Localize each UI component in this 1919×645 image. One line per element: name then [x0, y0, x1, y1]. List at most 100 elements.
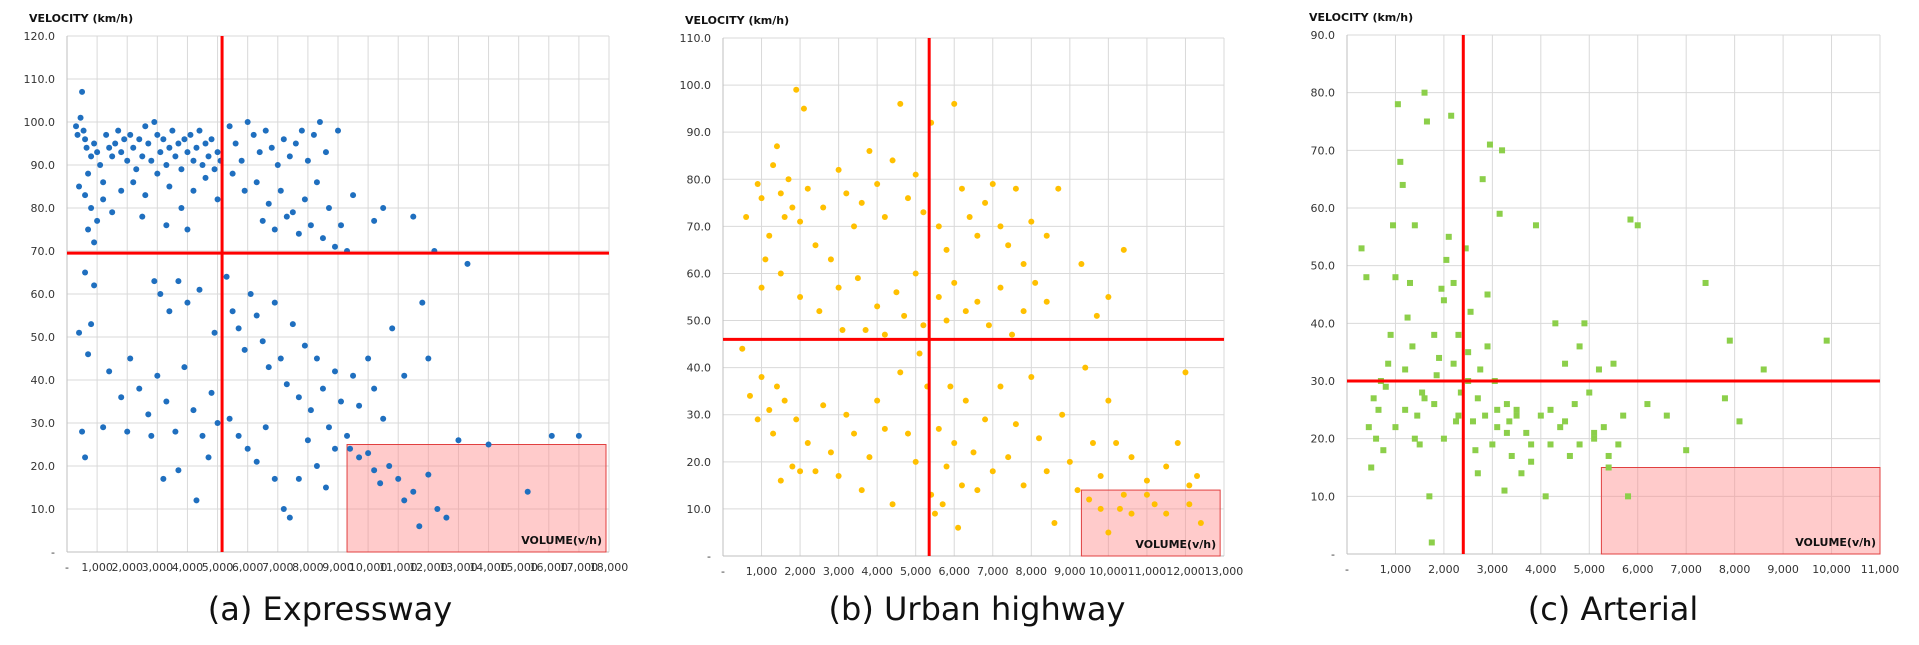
data-point [82, 192, 89, 199]
data-point [85, 351, 92, 358]
chart-urban-highway: - 10.0 20.0 30.0 40.0 50.0 60.0 70.0 80.0 90.0 100… [680, 14, 1244, 628]
data-point [175, 467, 182, 474]
highlight-region [1600, 467, 1881, 555]
data-point [97, 162, 104, 168]
data-point [989, 468, 996, 475]
data-point [754, 416, 761, 423]
data-point [1494, 424, 1501, 431]
data-point [912, 458, 919, 465]
data-point [244, 119, 251, 125]
x-tick-label: 1,000 [81, 561, 113, 574]
data-point [548, 432, 555, 439]
data-point [1760, 366, 1767, 373]
data-point [301, 342, 308, 349]
y-tick-label: - [707, 550, 711, 563]
data-point [920, 322, 927, 329]
x-tick-label: 8,000 [1016, 565, 1048, 578]
x-tick-label: - [721, 565, 725, 578]
data-point [766, 232, 773, 239]
data-point [854, 275, 861, 282]
data-point [371, 217, 378, 224]
y-tick-label: 120.0 [24, 30, 56, 43]
data-point [109, 153, 116, 160]
data-point [1163, 510, 1170, 517]
data-point [812, 468, 819, 475]
data-point [256, 149, 263, 156]
data-point [151, 119, 158, 125]
data-point [800, 105, 807, 112]
data-point [797, 294, 804, 300]
data-point [1363, 274, 1370, 281]
data-point [989, 180, 996, 187]
data-point [881, 213, 888, 220]
data-point [974, 298, 981, 305]
data-point [211, 166, 218, 173]
data-point [1489, 441, 1496, 448]
x-tick-label: 10,000 [349, 561, 388, 574]
data-point [866, 148, 873, 155]
y-tick-label: 10.0 [687, 503, 712, 516]
y-tick-label: 50.0 [687, 315, 712, 328]
x-axis-label: VOLUME(v/h) [1135, 538, 1216, 551]
x-tick-label: 7,000 [262, 561, 294, 574]
data-point [130, 179, 137, 186]
data-point [247, 291, 254, 297]
data-point [338, 222, 345, 229]
data-point [758, 284, 765, 291]
data-point [259, 338, 266, 345]
data-point [1120, 491, 1127, 498]
data-point [232, 140, 239, 147]
x-tick-label: 2,000 [111, 561, 143, 574]
data-point [1028, 218, 1035, 225]
y-tick-label: 50.0 [1311, 260, 1336, 273]
data-point [160, 475, 167, 482]
data-point [770, 430, 777, 437]
x-tick-label: 9,000 [322, 561, 354, 574]
data-point [1562, 418, 1569, 425]
data-point [1494, 406, 1501, 413]
data-point [313, 463, 320, 469]
data-point [1625, 493, 1632, 500]
data-point [169, 127, 176, 134]
data-point [1005, 242, 1012, 249]
data-point [970, 449, 977, 456]
data-point [365, 450, 372, 457]
data-point [1163, 463, 1170, 470]
data-point [835, 166, 842, 173]
y-tick-label: 60.0 [1311, 202, 1336, 215]
data-point [1105, 529, 1112, 536]
data-point [1093, 312, 1100, 319]
x-tick-label: 7,000 [1670, 563, 1702, 576]
data-point [347, 445, 354, 452]
x-tick-label: 5,000 [1574, 563, 1606, 576]
data-point [820, 204, 827, 211]
data-point [241, 346, 248, 353]
data-point [190, 157, 197, 164]
data-point [148, 432, 155, 439]
data-point [1455, 331, 1462, 338]
data-point [1392, 274, 1399, 281]
data-point [1431, 331, 1438, 338]
data-point [1484, 343, 1491, 350]
data-point [175, 278, 182, 285]
data-point [958, 482, 965, 489]
data-point [259, 217, 266, 224]
x-tick-label: 8,000 [1719, 563, 1751, 576]
data-point [356, 454, 363, 461]
data-point [1455, 412, 1462, 419]
data-point [1496, 210, 1503, 217]
data-point [277, 355, 284, 362]
data-point [124, 157, 131, 164]
data-point [974, 487, 981, 494]
data-point [770, 162, 777, 169]
data-point [211, 329, 218, 336]
data-point [835, 472, 842, 479]
data-point [781, 397, 788, 404]
data-point [1394, 101, 1401, 108]
data-point [793, 416, 800, 423]
data-point [1465, 349, 1472, 356]
data-point [1143, 491, 1150, 498]
data-point [1467, 308, 1474, 315]
data-point [76, 329, 83, 336]
data-point [289, 209, 296, 216]
